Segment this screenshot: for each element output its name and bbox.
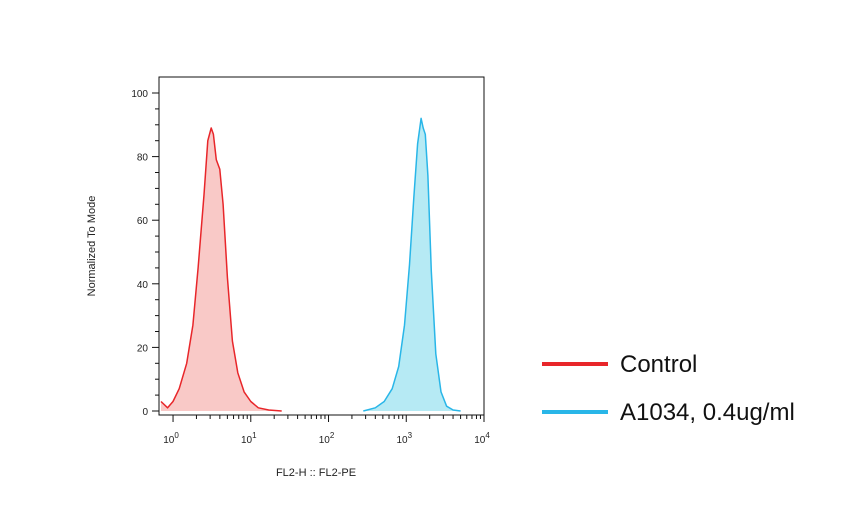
x-axis-title: FL2-H :: FL2-PE bbox=[276, 467, 356, 479]
legend: Control A1034, 0.4ug/ml bbox=[542, 351, 795, 426]
y-axis-title: Normalized To Mode bbox=[86, 196, 98, 297]
x-tick-label: 104 bbox=[474, 431, 490, 446]
y-tick-label: 60 bbox=[137, 216, 149, 227]
y-tick-label: 0 bbox=[142, 407, 148, 418]
series-layer bbox=[160, 117, 461, 412]
legend-label-1: A1034, 0.4ug/ml bbox=[620, 399, 795, 426]
x-tick-label: 100 bbox=[163, 431, 179, 446]
series-1-area bbox=[363, 118, 461, 412]
y-tick-label: 40 bbox=[137, 280, 149, 291]
x-tick-label: 103 bbox=[396, 431, 412, 446]
series-1-line bbox=[363, 117, 461, 412]
plot-frame bbox=[158, 76, 485, 416]
x-tick-label: 101 bbox=[241, 431, 257, 446]
legend-label-0: Control bbox=[620, 351, 697, 378]
series-0-line bbox=[160, 127, 282, 412]
y-tick-label: 80 bbox=[137, 153, 149, 164]
axis-layer: 0 20 40 60 80 100 100 101 102 103 104 bbox=[131, 89, 490, 446]
y-tick-label: 100 bbox=[131, 89, 148, 100]
y-tick-label: 20 bbox=[137, 343, 149, 354]
series-0-area bbox=[161, 128, 282, 411]
x-tick-label: 102 bbox=[319, 431, 335, 446]
